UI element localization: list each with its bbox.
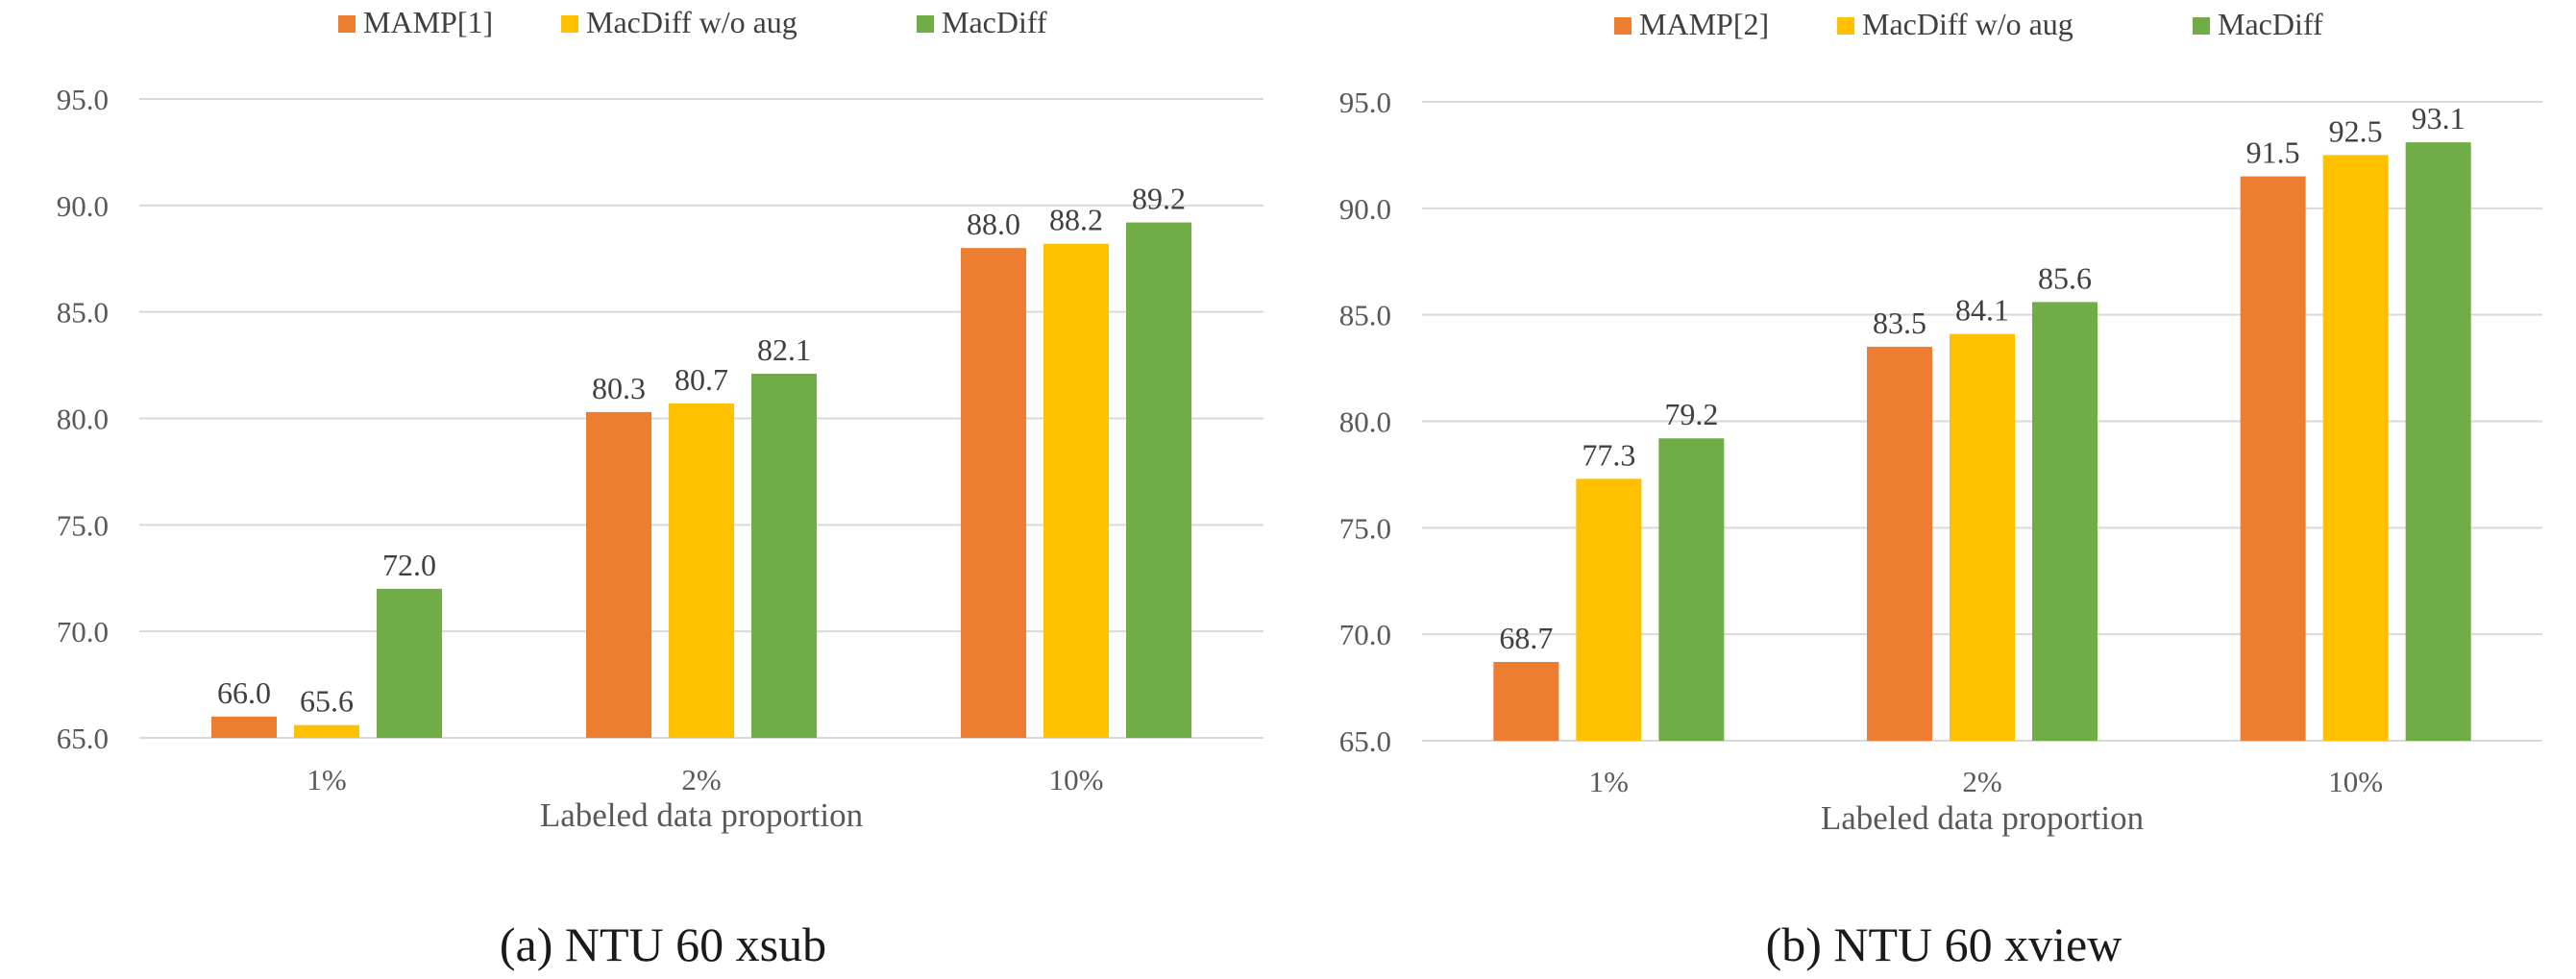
legend-swatch [2193,17,2210,35]
bar [1126,222,1191,739]
y-tick-label: 90.0 [1339,192,1391,226]
y-tick-label: 95.0 [57,83,109,116]
bar [1867,346,1932,741]
y-tick-label: 65.0 [1339,724,1391,758]
y-tick-label: 85.0 [57,296,109,330]
data-label: 92.5 [2329,113,2383,148]
legend-label: MacDiff [942,5,1047,39]
bar [2322,155,2389,741]
bar [1950,333,2015,741]
data-label: 88.2 [1049,203,1103,237]
legend-label: MacDiff w/o aug [1862,7,2073,41]
chart-ntu60-xview: 65.0 70.0 75.0 80.0 85.0 90.0 95.0 68.7 77.3 79.2… [1339,7,2542,971]
y-tick-label: 70.0 [57,615,109,649]
y-tick-label: 90.0 [57,189,109,223]
data-label: 65.6 [300,684,354,719]
data-label: 88.0 [967,207,1020,241]
data-label: 68.7 [1499,621,1553,655]
data-label: 80.7 [675,362,728,397]
legend-swatch [1837,17,1854,35]
data-label: 83.5 [1873,306,1926,340]
data-label: 77.3 [1582,437,1635,472]
bar [211,716,277,738]
bar [1576,478,1642,741]
x-axis-title: Labeled data proportion [1821,799,2144,837]
legend-label: MAMP[1] [363,5,493,39]
legend-swatch [917,15,934,33]
bar [2240,176,2306,742]
data-label: 66.0 [217,675,271,710]
chart-caption: (a) NTU 60 xsub [500,918,826,971]
data-label: 72.0 [382,548,436,582]
chart-ntu60-xsub: 65.0 70.0 75.0 80.0 85.0 90.0 95.0 66.0 65.6 72.0… [57,5,1263,971]
y-tick-label: 70.0 [1339,618,1391,651]
bar [2032,302,2098,741]
y-tick-label: 80.0 [1339,405,1391,439]
legend-swatch [1614,17,1631,35]
y-tick-label: 75.0 [1339,511,1391,545]
x-tick-label: 10% [2328,765,2383,798]
data-label: 80.3 [592,371,646,405]
y-tick-label: 80.0 [57,403,109,436]
x-tick-label: 10% [1049,763,1104,796]
legend-label: MacDiff [2218,7,2323,41]
y-tick-label: 85.0 [1339,299,1391,332]
x-tick-label: 1% [1589,765,1629,798]
y-tick-label: 65.0 [57,722,109,755]
data-label: 79.2 [1664,397,1718,431]
data-label: 93.1 [2412,101,2466,135]
y-tick-label: 95.0 [1339,86,1391,119]
bar [2405,142,2471,741]
y-tick-label: 75.0 [57,508,109,542]
bar [751,373,817,738]
x-tick-label: 2% [1962,765,2001,798]
legend-swatch [561,15,578,33]
x-axis-title: Labeled data proportion [540,796,863,834]
data-label: 85.6 [2038,260,2092,295]
x-tick-label: 2% [681,763,721,796]
bar [1658,438,1725,741]
x-tick-label: 1% [307,763,346,796]
data-label: 91.5 [2246,135,2300,170]
legend-label: MAMP[2] [1639,7,1769,41]
chart-caption: (b) NTU 60 xview [1766,918,2122,971]
bar [669,403,734,738]
legend-swatch [338,15,356,33]
bar [1043,243,1109,738]
bar [961,248,1026,738]
bar [377,588,442,738]
data-label: 82.1 [757,332,811,367]
data-label: 89.2 [1132,182,1186,216]
legend-label: MacDiff w/o aug [586,5,797,39]
data-label: 84.1 [1955,293,2009,328]
bar [294,724,359,738]
bar [586,411,651,738]
bar [1493,661,1559,741]
